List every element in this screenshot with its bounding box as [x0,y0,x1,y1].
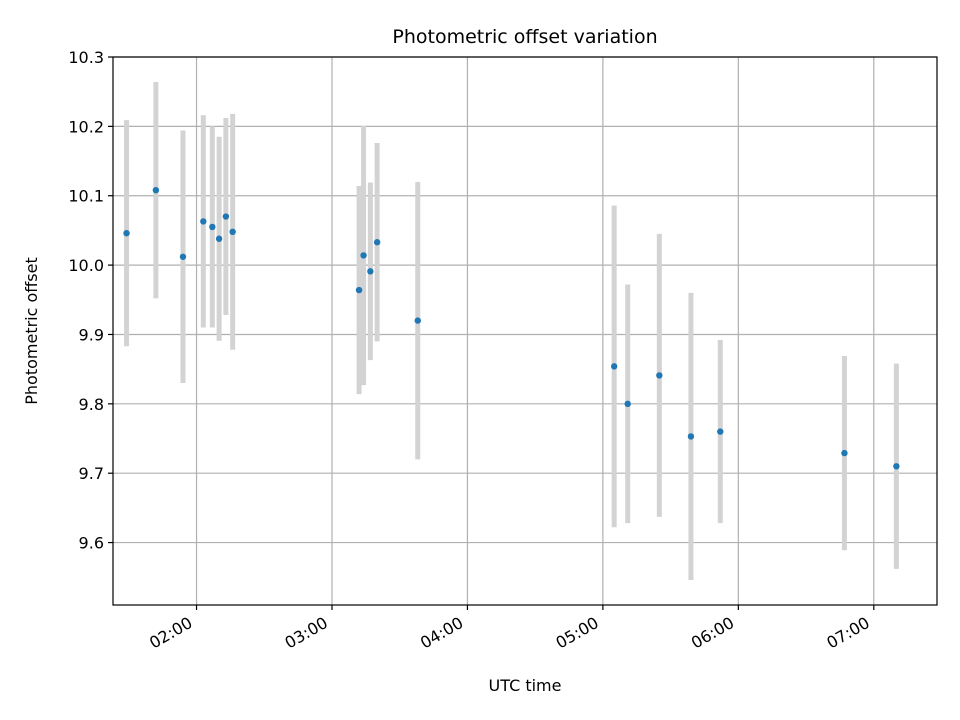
data-point [215,235,223,242]
y-tick-label: 9.6 [79,534,104,553]
y-tick-label: 9.8 [79,395,104,414]
data-point [123,229,130,237]
x-axis-label: UTC time [489,676,562,695]
data-point [624,400,631,408]
data-point [209,223,216,231]
y-tick-label: 10.1 [68,187,104,206]
data-point [610,363,618,370]
data-point [414,317,421,324]
data-point [152,186,160,194]
data-point [687,433,695,440]
data-point [355,286,363,294]
y-tick-label: 10.2 [68,117,104,136]
data-point [373,239,381,246]
y-tick-label: 10.0 [68,256,104,275]
data-point [893,463,900,470]
data-point [717,428,724,435]
data-point [656,372,663,379]
data-point [841,449,848,457]
data-points [123,186,900,470]
chart-title: Photometric offset variation [392,26,657,48]
data-point [222,213,230,220]
data-point [200,218,207,225]
data-point [367,268,374,275]
y-axis-label: Photometric offset [22,257,41,405]
y-tick-label: 10.3 [68,48,104,67]
y-tick-label: 9.9 [79,325,104,344]
data-point [229,228,236,236]
data-point [179,253,187,260]
y-axis: 9.6 9.7 9.8 9.9 10.0 10.1 10.2 10.3 [68,48,113,553]
y-tick-label: 9.7 [79,464,104,483]
data-point [360,252,367,259]
plot-frame [112,56,938,606]
